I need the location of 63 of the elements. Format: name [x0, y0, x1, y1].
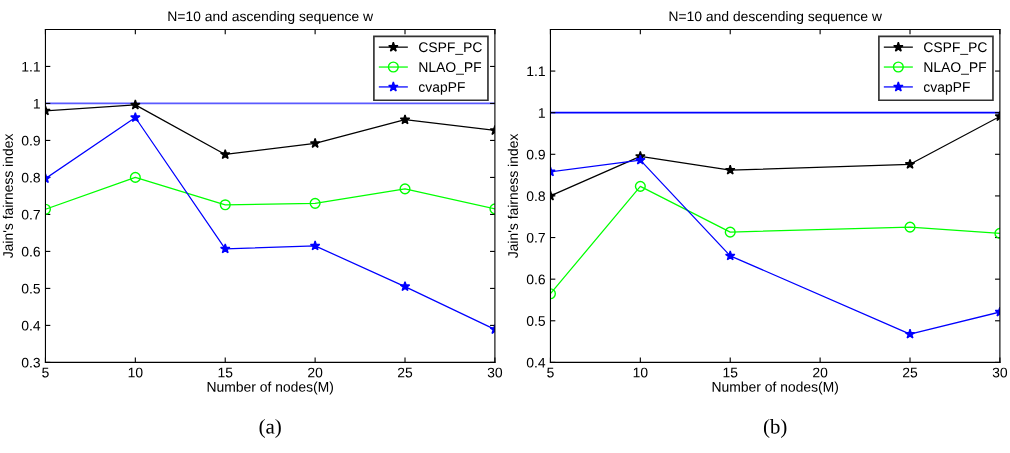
point	[904, 328, 916, 339]
point	[635, 154, 646, 165]
y-axis-title: Jain's fairness index	[507, 133, 518, 259]
point	[724, 164, 736, 175]
y-tick-label: 0.8	[21, 172, 40, 183]
y-tick-label: 1.1	[527, 66, 545, 77]
x-tick-label: 5	[42, 367, 49, 378]
y-tick-label: 0.9	[526, 149, 545, 160]
y-tick-label: 0.7	[526, 232, 545, 243]
point	[219, 199, 231, 211]
point	[399, 183, 411, 195]
y-tick-label: 0.4	[526, 357, 546, 368]
x-tick-label: 10	[128, 367, 143, 378]
chart-title: N=10 and ascending sequence w	[168, 11, 374, 24]
point	[724, 226, 736, 238]
point	[309, 197, 321, 209]
y-tick-label: 0.5	[526, 316, 546, 326]
y-tick-label: 1	[538, 108, 545, 118]
y-tick-label: 1	[33, 98, 40, 109]
point	[399, 281, 411, 292]
x-axis-title: Number of nodes(M)	[712, 381, 838, 395]
x-tick-label: 25	[902, 367, 918, 378]
y-tick-label: 0.6	[526, 274, 545, 285]
x-tick-label: 20	[308, 367, 323, 378]
legend-label: NLAO_PF	[924, 62, 987, 75]
point	[309, 240, 321, 251]
point	[130, 111, 141, 123]
x-tick-label: 10	[633, 367, 648, 378]
x-tick-label: 15	[218, 367, 233, 378]
x-tick-label: 5	[547, 367, 554, 378]
point	[904, 158, 916, 169]
y-tick-label: 0.8	[526, 191, 545, 202]
text: (b)	[763, 419, 787, 438]
y-tick-label: 0.4	[21, 320, 41, 331]
chart-title: N=10 and descending sequence w	[669, 11, 882, 24]
point	[129, 171, 141, 183]
y-tick-label: 0.7	[21, 209, 40, 220]
point	[399, 114, 411, 125]
y-tick-label: 0.5	[21, 283, 41, 294]
y-axis-title: Jain's fairness index	[2, 133, 13, 259]
legend-label: CSPF_PC	[419, 42, 482, 55]
point	[634, 180, 646, 192]
y-tick-label: 0.6	[21, 246, 40, 257]
point	[219, 148, 231, 160]
point	[219, 243, 231, 254]
legend-label: NLAO_PF	[419, 62, 482, 75]
x-tick-label: 25	[397, 367, 413, 378]
x-tick-label: 20	[813, 367, 828, 378]
legend-label: cvapPF	[418, 82, 465, 95]
x-tick-label: 30	[992, 367, 1008, 378]
text: (a)	[259, 419, 281, 438]
point	[130, 99, 141, 110]
point	[309, 137, 321, 149]
legend-label: cvapPF	[923, 82, 970, 95]
point	[904, 221, 916, 233]
x-tick-label: 15	[723, 367, 738, 378]
x-tick-label: 30	[487, 367, 503, 378]
x-axis-title: Number of nodes(M)	[207, 381, 333, 395]
point	[724, 250, 736, 261]
y-tick-label: 0.9	[21, 135, 40, 146]
y-tick-label: 0.3	[21, 357, 40, 368]
y-tick-label: 1.1	[22, 61, 40, 72]
legend-label: CSPF_PC	[924, 42, 987, 55]
